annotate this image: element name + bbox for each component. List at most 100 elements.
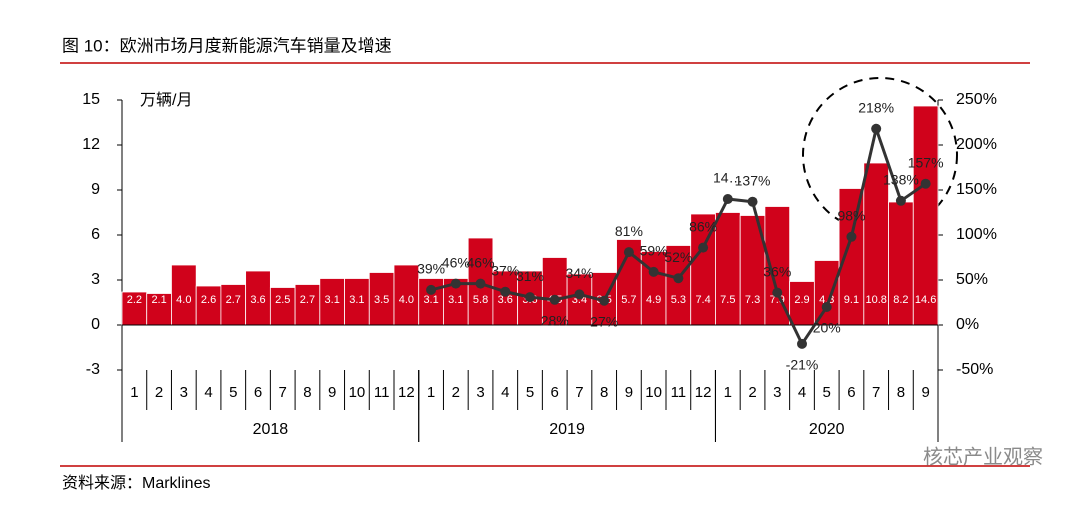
x-tick-label: 1 xyxy=(427,384,435,401)
growth-point xyxy=(475,278,486,289)
y-tick-label: 6 xyxy=(91,226,100,243)
bar xyxy=(171,264,197,326)
x-tick-label: 11 xyxy=(671,384,687,401)
bar-label: 3.5 xyxy=(374,294,389,306)
growth-label: 86% xyxy=(689,218,717,234)
x-tick-label: 3 xyxy=(180,384,188,401)
x-tick-label: 1 xyxy=(130,384,138,401)
year-label: 2018 xyxy=(253,421,289,438)
x-tick-label: 6 xyxy=(847,384,855,401)
bar-label: 4.0 xyxy=(399,294,414,306)
growth-point xyxy=(450,278,461,289)
growth-point xyxy=(426,284,437,295)
bar-label: 7.5 xyxy=(720,294,735,306)
bar xyxy=(146,293,172,326)
bar-label: 9.1 xyxy=(844,294,859,306)
bar-label: 7.4 xyxy=(695,294,710,306)
x-tick-label: 9 xyxy=(328,384,336,401)
x-tick-label: 3 xyxy=(476,384,484,401)
growth-point xyxy=(722,194,733,204)
chart-title: 图 10：欧洲市场月度新能源汽车销量及增速 xyxy=(62,36,392,55)
growth-point xyxy=(772,287,783,298)
x-tick-label: 5 xyxy=(526,384,534,401)
bar xyxy=(863,162,889,326)
x-tick-label: 3 xyxy=(773,384,781,401)
bar-label: 3.1 xyxy=(325,294,340,306)
y2-tick-label: 250% xyxy=(956,91,997,108)
bar-label: 5.3 xyxy=(671,294,686,306)
growth-point xyxy=(648,266,659,277)
bar xyxy=(912,105,939,326)
bar xyxy=(888,201,914,326)
growth-label: 218% xyxy=(858,100,894,116)
growth-point xyxy=(846,231,857,242)
growth-point xyxy=(920,178,931,189)
growth-label: 20% xyxy=(813,320,841,336)
x-tick-label: 6 xyxy=(254,384,262,401)
growth-point xyxy=(599,295,610,306)
x-tick-label: 9 xyxy=(921,384,929,401)
x-tick-label: 8 xyxy=(600,384,608,401)
bar-label: 10.8 xyxy=(865,294,886,306)
growth-label: 39% xyxy=(417,261,445,277)
bar-label: 4.0 xyxy=(176,294,191,306)
y-tick-label: 15 xyxy=(82,91,100,108)
y2-tick-label: 200% xyxy=(956,136,997,153)
growth-point xyxy=(871,123,882,134)
growth-point xyxy=(895,195,906,206)
x-tick-label: 7 xyxy=(279,384,287,401)
growth-point xyxy=(821,302,832,312)
bar xyxy=(344,278,370,326)
year-label: 2020 xyxy=(809,421,845,438)
growth-point xyxy=(698,242,709,253)
bar-label: 2.7 xyxy=(300,294,315,306)
growth-label: 27% xyxy=(590,313,618,329)
bar xyxy=(319,278,345,326)
x-tick-label: 7 xyxy=(575,384,583,401)
bar xyxy=(640,251,667,326)
bar xyxy=(715,212,741,326)
source: 资料来源：Marklines xyxy=(62,474,210,492)
x-tick-label: 6 xyxy=(551,384,559,401)
bar-label: 2.9 xyxy=(794,294,809,306)
y-tick-label: 0 xyxy=(91,316,100,333)
x-tick-label: 2 xyxy=(748,384,756,401)
bar xyxy=(813,260,840,326)
growth-point xyxy=(574,289,585,300)
growth-label: 46% xyxy=(442,254,470,270)
growth-point xyxy=(797,338,807,349)
growth-label: 98% xyxy=(837,208,865,224)
growth-point xyxy=(549,294,560,305)
bar-label: 2.2 xyxy=(127,294,142,306)
bar-label: 2.6 xyxy=(201,294,216,306)
bar xyxy=(220,284,247,326)
x-tick-label: 8 xyxy=(303,384,311,401)
y2-tick-label: -50% xyxy=(956,361,993,378)
growth-label: 37% xyxy=(491,262,519,278)
bar-label: 3.1 xyxy=(423,294,438,306)
x-tick-label: 12 xyxy=(695,384,712,401)
bar-label: 3.6 xyxy=(498,294,513,306)
bar xyxy=(195,285,222,326)
y-tick-label: 3 xyxy=(91,271,100,288)
x-tick-label: 11 xyxy=(374,384,390,401)
y-axis-label: 万辆/月 xyxy=(140,91,192,109)
y2-tick-label: 50% xyxy=(956,271,988,288)
growth-label: 14… xyxy=(713,170,743,186)
x-tick-label: 4 xyxy=(501,384,509,401)
x-tick-label: 5 xyxy=(823,384,831,401)
x-tick-label: 9 xyxy=(625,384,633,401)
y2-tick-label: 100% xyxy=(956,226,997,243)
x-tick-label: 1 xyxy=(724,384,732,401)
bar-label: 8.2 xyxy=(893,294,908,306)
bar-label: 5.8 xyxy=(473,294,488,306)
bar-label: 14.6 xyxy=(915,294,936,306)
y2-tick-label: 150% xyxy=(956,181,997,198)
growth-label: 81% xyxy=(615,223,643,239)
bar-label: 7.3 xyxy=(745,294,760,306)
growth-label: 137% xyxy=(735,172,771,188)
x-tick-label: 2 xyxy=(155,384,163,401)
x-tick-label: 10 xyxy=(349,384,366,401)
